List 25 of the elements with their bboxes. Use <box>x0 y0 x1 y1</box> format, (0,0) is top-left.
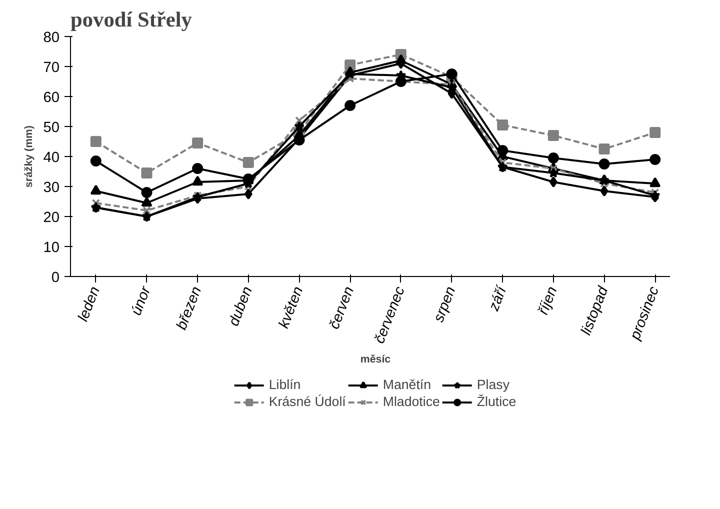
legend-label: Plasy <box>476 377 510 392</box>
y-tick-label: 10 <box>43 240 60 256</box>
chart-title: povodí Střely <box>70 8 192 32</box>
y-tick-label: 80 <box>43 30 60 46</box>
y-tick-label: 50 <box>43 120 60 136</box>
legend-label: Mladotice <box>382 394 440 409</box>
x-axis-title: měsíc <box>360 354 391 366</box>
legend-label: Krásné Údolí <box>268 394 346 409</box>
x-tick-label: květen <box>276 284 307 331</box>
y-axis-title: srážky (mm) <box>23 124 36 188</box>
x-tick-label: říjen <box>536 284 561 317</box>
x-tick-label: leden <box>75 284 104 324</box>
y-tick-label: 0 <box>51 270 60 286</box>
y-tick-label: 70 <box>43 60 60 76</box>
x-tick-label: duben <box>226 284 256 328</box>
legend-label: Liblín <box>268 377 301 392</box>
x-tick-label: srpen <box>431 284 460 325</box>
y-tick-label: 20 <box>43 210 60 226</box>
x-tick-label: únor <box>128 284 155 318</box>
legend-label: Manětín <box>382 377 432 392</box>
y-tick-label: 30 <box>43 180 60 196</box>
y-tick-label: 60 <box>43 90 60 106</box>
y-tick-label: 40 <box>43 150 60 166</box>
legend-label: Žlutice <box>476 394 516 409</box>
x-tick-label: září <box>486 282 511 314</box>
